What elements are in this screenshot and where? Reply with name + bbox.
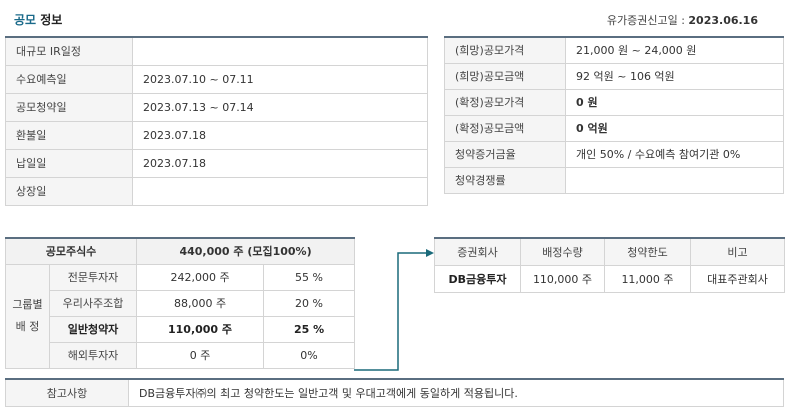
price-value — [565, 166, 784, 194]
column-header: 배정수량 — [520, 237, 605, 266]
price-value: 개인 50% / 수요예측 참여기관 0% — [565, 140, 784, 168]
schedule-value: 2023.07.10 ~ 07.11 — [132, 64, 428, 94]
price-value: 92 억원 ~ 106 억원 — [565, 62, 784, 90]
share-pct: 25 % — [263, 315, 356, 343]
price-label: 청약증거금율 — [444, 140, 566, 168]
column-header: 청약한도 — [604, 237, 691, 266]
investor-type: 우리사주조합 — [48, 289, 138, 317]
column-header: 증권회사 — [434, 237, 521, 266]
schedule-value: 2023.07.18 — [132, 120, 428, 150]
table-row: DB금융투자 110,000 주 11,000 주 대표주관회사 — [434, 264, 785, 293]
investor-type: 해외투자자 — [48, 341, 138, 369]
schedule-label: 납일일 — [5, 148, 133, 178]
table-row: (희망)공모금액 92 억원 ~ 106 억원 — [444, 62, 784, 90]
table-row: 공모주식수 440,000 주 (모집100%) — [4, 237, 356, 265]
table-row: (희망)공모가격 21,000 원 ~ 24,000 원 — [444, 36, 784, 64]
note-table: 참고사항 DB금융투자㈜의 최고 청약한도는 일반고객 및 우대고객에게 동일하… — [5, 378, 784, 407]
table-row: (확정)공모가격 0 원 — [444, 88, 784, 116]
share-qty: 88,000 주 — [136, 289, 265, 317]
title-accent: 공모 — [14, 13, 37, 27]
schedule-label: 공모청약일 — [5, 92, 133, 122]
schedule-label: 환불일 — [5, 120, 133, 150]
share-pct: 20 % — [263, 289, 356, 317]
table-row: 일반청약자 110,000 주 25 % — [6, 315, 356, 343]
price-table: (희망)공모가격 21,000 원 ~ 24,000 원 (희망)공모금액 92 억… — [444, 36, 784, 194]
table-row: 참고사항 DB금융투자㈜의 최고 청약한도는 일반고객 및 우대고객에게 동일하… — [5, 378, 784, 407]
schedule-value: 2023.07.13 ~ 07.14 — [132, 92, 428, 122]
broker-name: DB금융투자 — [434, 264, 521, 293]
share-pct: 55 % — [263, 263, 356, 291]
group-label-line2: 배 정 — [15, 320, 40, 333]
price-label: (희망)공모가격 — [444, 36, 566, 64]
table-row: 청약증거금율 개인 50% / 수요예측 참여기관 0% — [444, 140, 784, 168]
investor-type: 일반청약자 — [48, 315, 138, 343]
filing-date: 2023.06.16 — [688, 14, 758, 27]
schedule-table: 대규모 IR일정 수요예측일 2023.07.10 ~ 07.11 공모청약일 20… — [5, 36, 428, 206]
filing-date-info: 유가증권신고일 : 2023.06.16 — [607, 12, 758, 28]
share-pct: 0% — [263, 341, 356, 369]
table-row: 환불일 2023.07.18 — [5, 120, 428, 150]
schedule-value — [132, 36, 428, 66]
table-row: 대규모 IR일정 — [5, 36, 428, 66]
confirmed-price-value: 0 원 — [565, 88, 784, 116]
table-row: 상장일 — [5, 176, 428, 206]
broker-qty: 110,000 주 — [520, 264, 605, 293]
price-label: (희망)공모금액 — [444, 62, 566, 90]
schedule-value: 2023.07.18 — [132, 148, 428, 178]
column-header: 비고 — [690, 237, 785, 266]
table-row: 청약경쟁률 — [444, 166, 784, 194]
price-label: 청약경쟁률 — [444, 166, 566, 194]
broker-note: 대표주관회사 — [690, 264, 785, 293]
table-row: 공모청약일 2023.07.13 ~ 07.14 — [5, 92, 428, 122]
table-row: 납일일 2023.07.18 — [5, 148, 428, 178]
schedule-label: 대규모 IR일정 — [5, 36, 133, 66]
table-row: 해외투자자 0 주 0% — [6, 341, 356, 369]
note-text: DB금융투자㈜의 최고 청약한도는 일반고객 및 우대고객에게 동일하게 적용됩… — [128, 378, 784, 407]
investor-type: 전문투자자 — [48, 263, 138, 291]
schedule-label: 상장일 — [5, 176, 133, 206]
total-shares-value: 440,000 주 (모집100%) — [136, 237, 356, 265]
filing-label: 유가증권신고일 : — [606, 14, 689, 27]
share-qty: 242,000 주 — [136, 263, 265, 291]
table-header-row: 증권회사 배정수량 청약한도 비고 — [434, 237, 785, 266]
price-label: (확정)공모금액 — [444, 114, 566, 142]
share-qty: 0 주 — [136, 341, 265, 369]
broker-table: 증권회사 배정수량 청약한도 비고 DB금융투자 110,000 주 11,00… — [434, 237, 785, 293]
title-rest: 정보 — [36, 13, 63, 27]
note-label: 참고사항 — [5, 378, 129, 407]
page-title: 공모 정보 — [14, 11, 62, 28]
confirmed-amount-value: 0 억원 — [565, 114, 784, 142]
arrow-connector-icon — [354, 249, 434, 371]
table-row: (확정)공모금액 0 억원 — [444, 114, 784, 142]
schedule-label: 수요예측일 — [5, 64, 133, 94]
share-qty: 110,000 주 — [136, 315, 265, 343]
schedule-value — [132, 176, 428, 206]
group-label-line1: 그룹별 — [12, 298, 43, 311]
broker-limit: 11,000 주 — [604, 264, 691, 293]
price-value: 21,000 원 ~ 24,000 원 — [565, 36, 784, 64]
price-label: (확정)공모가격 — [444, 88, 566, 116]
total-shares-label: 공모주식수 — [4, 237, 138, 265]
table-row: 수요예측일 2023.07.10 ~ 07.11 — [5, 64, 428, 94]
table-row: 우리사주조합 88,000 주 20 % — [6, 289, 356, 317]
